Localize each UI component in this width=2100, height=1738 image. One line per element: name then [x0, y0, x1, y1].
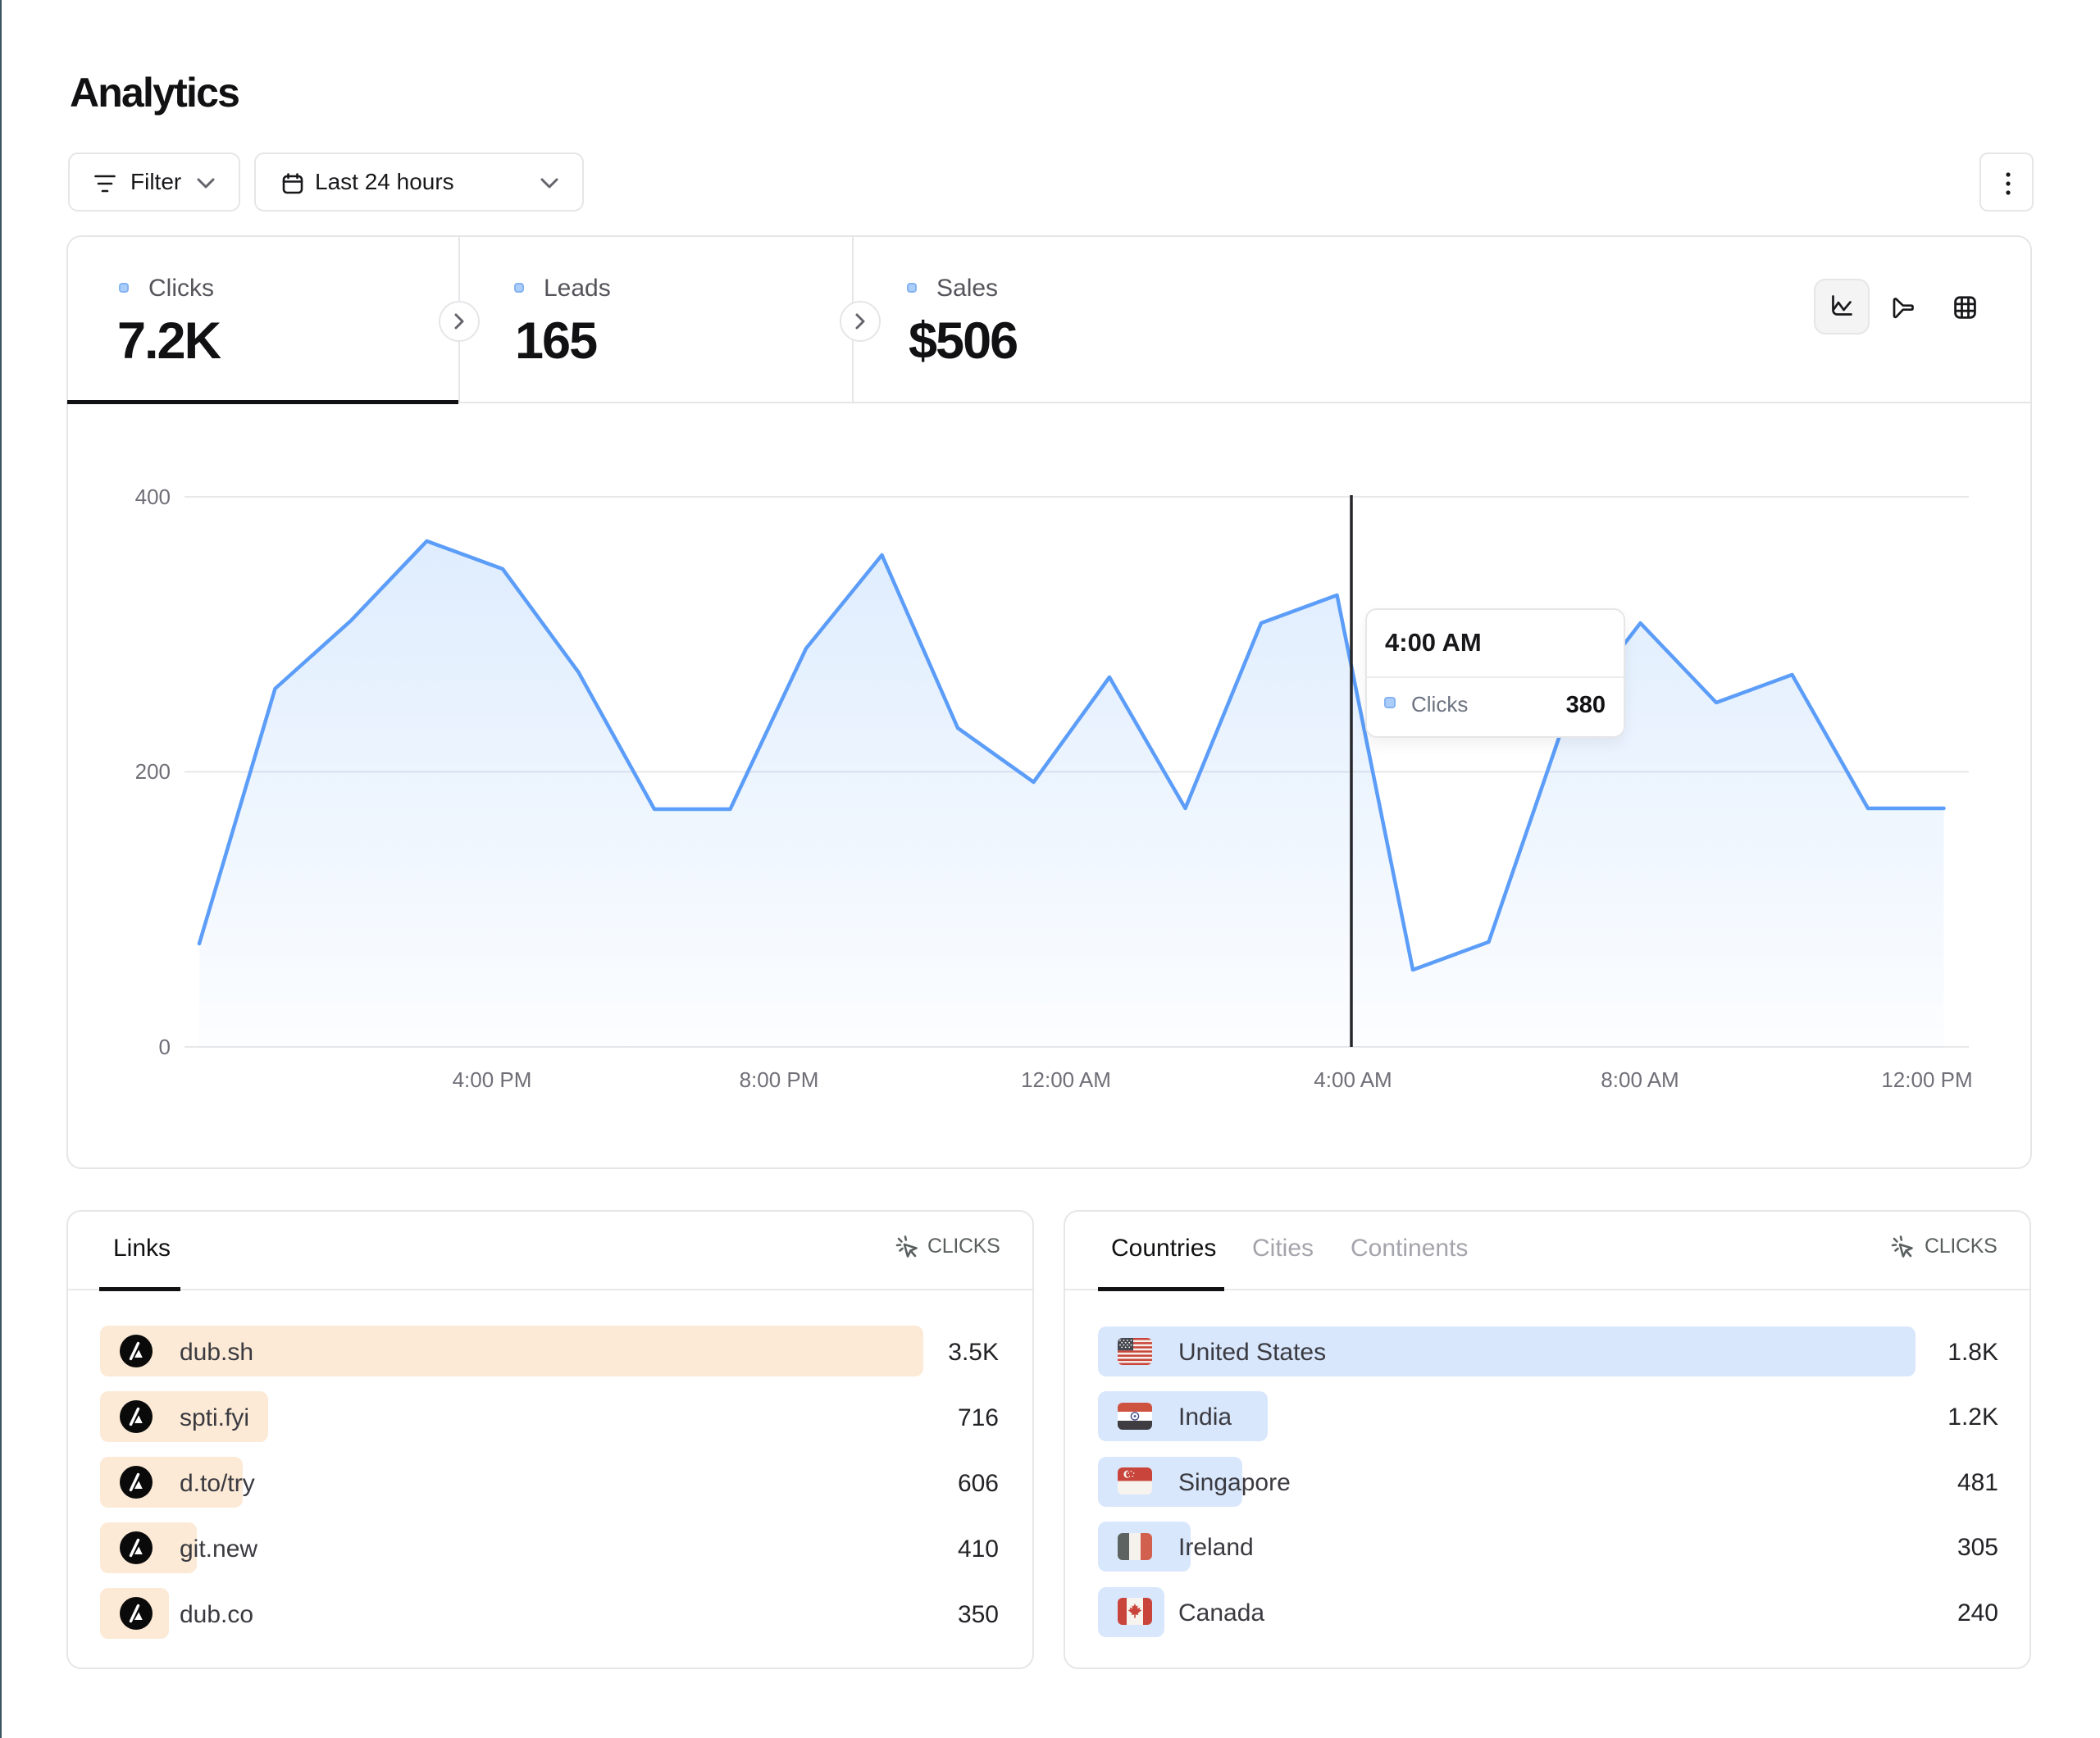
- svg-text:8:00 AM: 8:00 AM: [1601, 1067, 1679, 1092]
- svg-text:4:00 AM: 4:00 AM: [1314, 1067, 1392, 1092]
- svg-text:200: 200: [135, 759, 171, 784]
- svg-text:12:00 PM: 12:00 PM: [1881, 1067, 1972, 1092]
- svg-text:12:00 AM: 12:00 AM: [1021, 1067, 1111, 1092]
- svg-text:4:00 PM: 4:00 PM: [453, 1067, 532, 1092]
- svg-text:0: 0: [159, 1035, 171, 1059]
- svg-text:400: 400: [135, 485, 171, 509]
- svg-text:8:00 PM: 8:00 PM: [740, 1067, 819, 1092]
